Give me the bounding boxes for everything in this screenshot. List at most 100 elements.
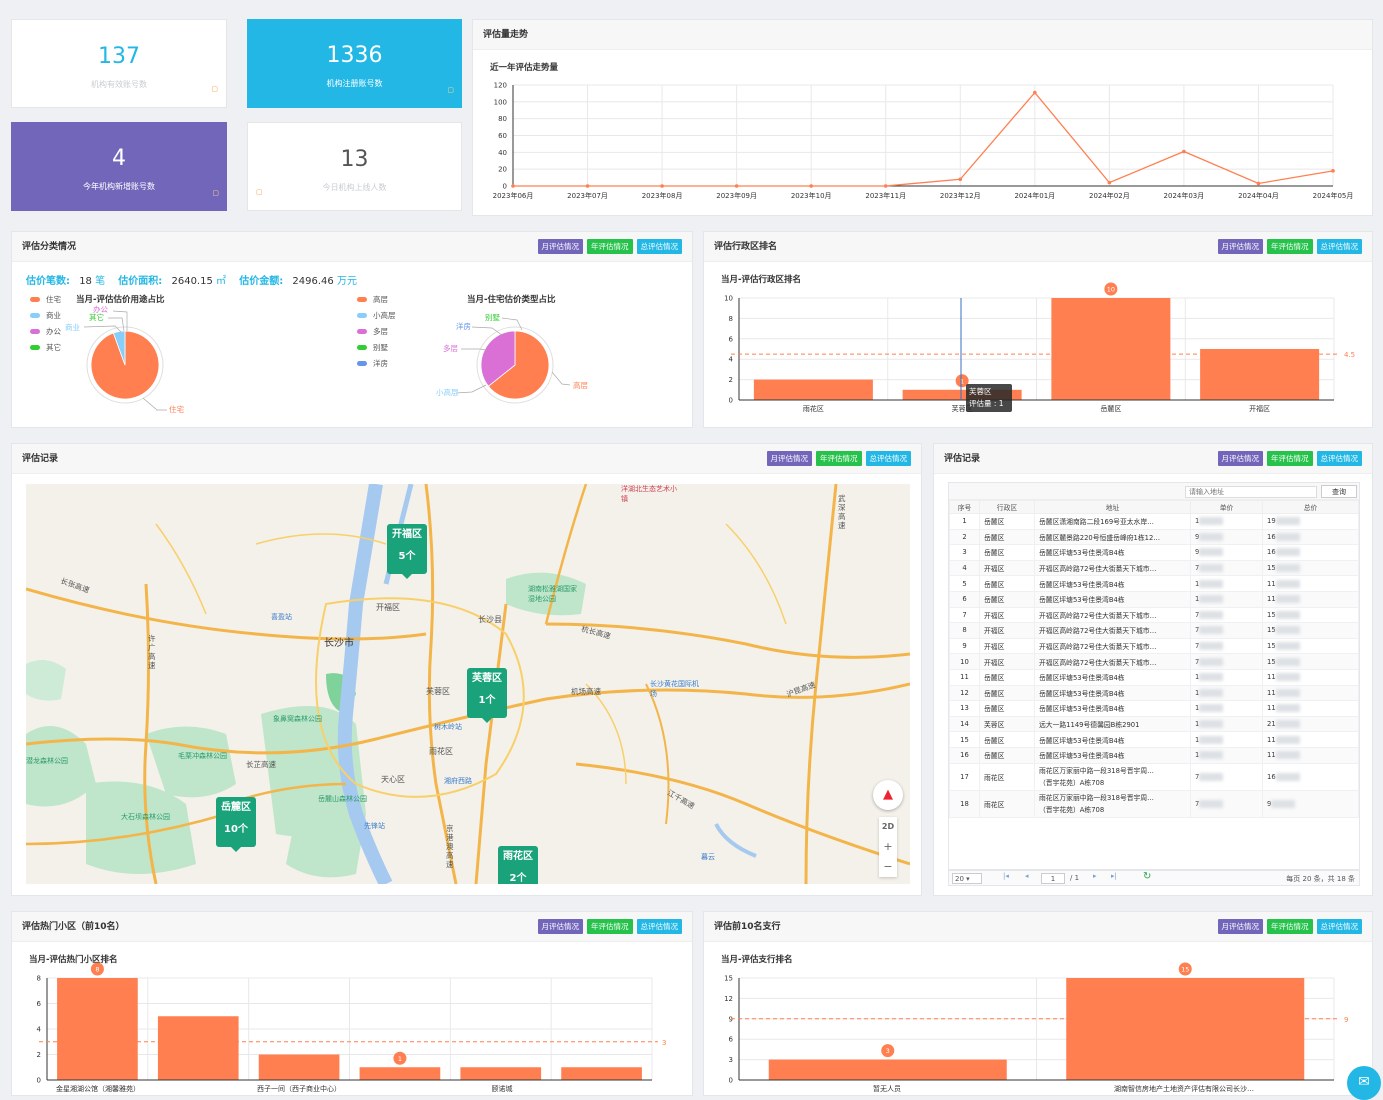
cluster-marker-furong[interactable]: 芙蓉区 1个 xyxy=(467,668,507,723)
pie2-legend: 高层 小高层 多层 别墅 洋房 xyxy=(357,291,396,371)
table-row[interactable]: 1 岳麓区 岳麓区潇湘南路二段169号亚太水岸… 1 19 xyxy=(949,513,1359,530)
table-row[interactable]: 13 岳麓区 岳麓区坪塘53号佳景湾B4栋 1 11 xyxy=(949,700,1359,717)
map-label-maolichong: 毛栗冲森林公园 xyxy=(178,752,227,760)
redacted-value xyxy=(1199,626,1224,635)
first-page-icon[interactable]: |◂ xyxy=(1003,872,1009,880)
cluster-marker-kaifu[interactable]: 开福区 5个 xyxy=(387,524,427,579)
data-marker-label: 15 xyxy=(1181,966,1189,974)
table-row[interactable]: 15 岳麓区 岳麓区坪塘53号佳景湾B4栋 1 11 xyxy=(949,731,1359,748)
table-row[interactable]: 6 岳麓区 岳麓区坪塘53号佳景湾B4栋 1 11 xyxy=(949,590,1359,608)
table-cell: 21 xyxy=(1262,715,1359,733)
chart-title: 当月-评估支行排名 xyxy=(721,955,793,965)
cluster-marker-yuelu[interactable]: 岳麓区 10个 xyxy=(216,797,256,852)
table-cell: 9 xyxy=(1190,544,1263,561)
col-header[interactable]: 序号 xyxy=(949,500,980,514)
bar xyxy=(753,379,873,400)
address-search-input[interactable] xyxy=(1185,486,1317,498)
table-cell: 岳麓区坪塘53号佳景湾B4栋 xyxy=(1034,746,1191,764)
y-tick-label: 60 xyxy=(498,132,507,140)
legend-item[interactable]: 住宅 xyxy=(30,291,61,307)
pie2-slice xyxy=(487,330,550,400)
summary-line: 估价笔数: 18 笔 估价面积: 2640.15 ㎡ 估价金额: 2496.46… xyxy=(26,272,357,287)
search-button[interactable]: 查询 xyxy=(1321,485,1357,498)
table-row[interactable]: 7 开福区 开福区高岭路72号佳大街綦天下城市… 7 15 xyxy=(949,606,1359,624)
month-eval-button[interactable]: 月评估情况 xyxy=(537,919,583,934)
month-eval-button[interactable]: 月评估情况 xyxy=(1217,919,1263,934)
pie1-label-office: 办公 xyxy=(93,304,108,314)
redacted-value xyxy=(1275,579,1300,588)
y-tick-label: 8 xyxy=(37,975,41,983)
table-cell: 雨花区万家丽中路一段318号晋宇周… （晋宇花苑）A栋708 xyxy=(1034,762,1191,791)
cluster-marker-yuhua[interactable]: 雨花区 2个 xyxy=(498,846,538,884)
table-row[interactable]: 4 开福区 开福区高岭路72号佳大街綦天下城市… 7 15 xyxy=(949,559,1359,577)
table-cell: 9 xyxy=(1190,528,1263,546)
month-eval-button[interactable]: 月评估情况 xyxy=(537,239,583,254)
year-eval-button[interactable]: 年评估情况 xyxy=(1267,919,1313,934)
legend-item[interactable]: 高层 xyxy=(357,291,396,307)
legend-item[interactable]: 其它 xyxy=(30,339,61,355)
redacted-value xyxy=(1275,704,1300,713)
total-eval-button[interactable]: 总评估情况 xyxy=(636,919,682,934)
legend-item[interactable]: 小高层 xyxy=(357,307,396,323)
year-eval-button[interactable]: 年评估情况 xyxy=(1267,239,1313,254)
year-eval-button[interactable]: 年评估情况 xyxy=(1267,451,1313,466)
total-eval-button[interactable]: 总评估情况 xyxy=(1316,239,1362,254)
table-row[interactable]: 18 雨花区 雨花区万家丽中路一段318号晋宇周… （晋宇花苑）A栋708 7 9 xyxy=(949,789,1359,818)
legend-item[interactable]: 洋房 xyxy=(357,355,396,371)
table-row[interactable]: 14 芙蓉区 远大一路1149号德馨园B栋2901 1 21 xyxy=(949,715,1359,733)
last-page-icon[interactable]: ▸| xyxy=(1111,872,1117,880)
legend-item[interactable]: 办公 xyxy=(30,323,61,339)
total-eval-button[interactable]: 总评估情况 xyxy=(865,451,911,466)
year-eval-button[interactable]: 年评估情况 xyxy=(587,919,633,934)
zoom-controls: 2D + − xyxy=(879,817,897,877)
bar xyxy=(460,1067,542,1080)
compass-icon[interactable]: ▲ xyxy=(873,780,903,810)
month-eval-button[interactable]: 月评估情况 xyxy=(1217,239,1263,254)
map-canvas[interactable]: 长沙市 开福区 长沙县 芙蓉区 雨花区 天心区 长张高速 许广高速 杭长高速 机… xyxy=(26,484,910,884)
view-2d-button[interactable]: 2D xyxy=(881,822,895,831)
table-row[interactable]: 9 开福区 开福区高岭路72号佳大街綦天下城市… 7 15 xyxy=(949,637,1359,655)
chart-title: 近一年评估走势量 xyxy=(490,63,559,73)
redacted-value xyxy=(1275,657,1300,666)
count-label: 估价笔数: xyxy=(26,276,70,287)
y-tick-label: 120 xyxy=(494,82,507,90)
chart-title: 当月-评估热门小区排名 xyxy=(29,955,118,965)
col-header[interactable]: 地址 xyxy=(1034,500,1191,514)
page-number-input[interactable]: 1 xyxy=(1041,873,1065,884)
month-eval-button[interactable]: 月评估情况 xyxy=(766,451,812,466)
next-page-icon[interactable]: ▸ xyxy=(1093,872,1097,880)
year-eval-button[interactable]: 年评估情况 xyxy=(587,239,633,254)
page-size-select[interactable]: 20 ▾ xyxy=(952,873,982,884)
area-value: 2640.15 xyxy=(171,276,213,287)
bar xyxy=(359,1067,441,1080)
table-row[interactable]: 16 岳麓区 岳麓区坪塘53号佳景湾B4栋 1 11 xyxy=(949,746,1359,764)
legend-item[interactable]: 多层 xyxy=(357,323,396,339)
total-eval-button[interactable]: 总评估情况 xyxy=(1316,451,1362,466)
table-cell: 开福区高岭路72号佳大街綦天下城市… xyxy=(1034,637,1191,655)
table-row[interactable]: 17 雨花区 雨花区万家丽中路一段318号晋宇周… （晋宇花苑）A栋708 7 16 xyxy=(949,762,1359,791)
col-header[interactable]: 单价 xyxy=(1190,500,1263,514)
table-row[interactable]: 2 岳麓区 岳麓区麓景路220号恒盛岳峰府1栋12… 9 16 xyxy=(949,528,1359,546)
table-row[interactable]: 3 岳麓区 岳麓区坪塘53号佳景湾B4栋 9 16 xyxy=(949,544,1359,561)
month-eval-button[interactable]: 月评估情况 xyxy=(1217,451,1263,466)
total-eval-button[interactable]: 总评估情况 xyxy=(1316,919,1362,934)
table-row[interactable]: 10 开福区 开福区高岭路72号佳大街綦天下城市… 7 15 xyxy=(949,653,1359,670)
year-eval-button[interactable]: 年评估情况 xyxy=(816,451,862,466)
prev-page-icon[interactable]: ◂ xyxy=(1025,872,1029,880)
stat-card-online-today: 13 今日机构上线人数 ▢ xyxy=(247,122,462,211)
total-eval-button[interactable]: 总评估情况 xyxy=(636,239,682,254)
table-row[interactable]: 12 岳麓区 岳麓区坪塘53号佳景湾B4栋 1 11 xyxy=(949,684,1359,702)
table-row[interactable]: 5 岳麓区 岳麓区坪塘53号佳景湾B4栋 1 11 xyxy=(949,575,1359,592)
table-cell: 8 xyxy=(949,622,980,639)
table-row[interactable]: 11 岳麓区 岳麓区坪塘53号佳景湾B4栋 1 11 xyxy=(949,668,1359,686)
zoom-in-button[interactable]: + xyxy=(883,840,893,853)
chat-icon[interactable]: ✉ xyxy=(1347,1066,1381,1100)
legend-item[interactable]: 商业 xyxy=(30,307,61,323)
refresh-icon[interactable]: ↻ xyxy=(1143,871,1152,882)
zoom-out-button[interactable]: − xyxy=(883,860,893,873)
table-row[interactable]: 8 开福区 开福区高岭路72号佳大街綦天下城市… 7 15 xyxy=(949,622,1359,639)
col-header[interactable]: 行政区 xyxy=(979,500,1035,514)
col-header[interactable]: 总价 xyxy=(1262,500,1359,514)
y-tick-label: 10 xyxy=(724,295,733,303)
legend-item[interactable]: 别墅 xyxy=(357,339,396,355)
